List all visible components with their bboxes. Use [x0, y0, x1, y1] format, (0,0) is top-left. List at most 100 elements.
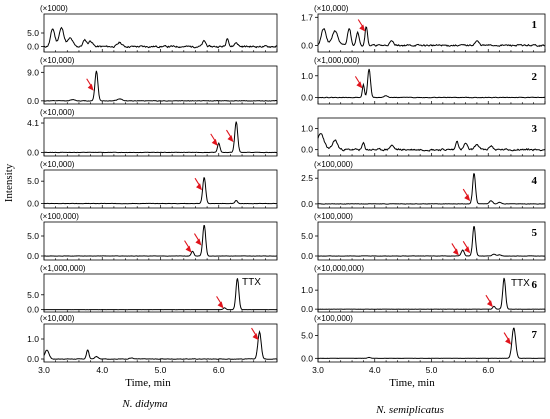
y-tick-label: 5.0: [27, 176, 39, 186]
panel-left-2: 0.0 9.0(×10,000): [27, 56, 278, 106]
intensity-multiplier: (×10,000): [314, 4, 349, 13]
chromatogram-trace: [317, 26, 546, 47]
x-tick-label: 5.0: [426, 365, 438, 375]
chromatogram-trace: [318, 226, 546, 257]
panel-right-3: 0.0 1.0 3: [301, 117, 546, 157]
panel-frame: [43, 65, 278, 105]
peak-arrow-head: [87, 83, 94, 91]
intensity-multiplier: (×1,000,000): [314, 56, 360, 65]
y-tick-label: 0.0: [27, 42, 39, 52]
peak-arrow-head: [227, 135, 234, 143]
x-tick-label: 4.0: [369, 365, 381, 375]
y-tick-label: 0.0: [27, 354, 39, 364]
species-label-right: N. semiplicatus: [375, 404, 444, 416]
y-tick-label: 1.0: [301, 285, 313, 295]
ttx-label: TTX: [511, 278, 530, 289]
y-tick-label: 0.0: [301, 199, 313, 209]
chromatogram-trace: [43, 70, 278, 102]
chromatogram-trace: [43, 26, 278, 49]
panel-frame: [43, 169, 278, 209]
intensity-multiplier: (×1000): [40, 4, 68, 13]
sample-number: 2: [532, 71, 538, 83]
intensity-multiplier: (×100,000): [40, 212, 79, 221]
chromatogram-trace: [318, 173, 546, 205]
peak-arrow-head: [252, 333, 259, 341]
x-tick-label: 5.0: [155, 365, 167, 375]
chromatogram-trace: [43, 121, 278, 154]
intensity-multiplier: (×1,000,000): [40, 264, 86, 273]
y-tick-label: 0.0: [301, 145, 313, 155]
intensity-multiplier: (×10,000): [40, 160, 75, 169]
y-tick-label: 1.0: [27, 334, 39, 344]
panel-left-1: 0.0 5.0 (×1000): [27, 4, 278, 53]
panel-frame: [317, 169, 546, 209]
peak-arrow-head: [195, 238, 202, 246]
y-tick-label: 0.0: [27, 251, 39, 261]
peak-arrow-head: [486, 300, 493, 308]
chromatogram-trace: [44, 225, 277, 257]
y-tick-label: 4.1: [27, 118, 39, 128]
y-tick-label: 1.0: [301, 71, 313, 81]
panel-right-2: 0.0 1.0(×1,000,000) 2: [301, 56, 546, 105]
panel-left-7: 0.0 1.0 3.0 4.0 5.0 6.0 (×10,000): [27, 314, 278, 375]
peak-arrow-head: [505, 337, 512, 345]
panel-frame: [43, 323, 278, 363]
panel-left-3: 0.0 4.1(×10,000): [27, 108, 278, 157]
species-label-left: N. didyma: [121, 398, 168, 410]
peak-arrow-head: [464, 246, 471, 254]
peak-arrow-head: [185, 245, 192, 253]
y-tick-label: 0.0: [27, 199, 39, 209]
x-axis-title-right: Time, min: [389, 377, 435, 389]
y-axis-title: Intensity: [3, 163, 15, 202]
y-tick-label: 5.0: [27, 28, 39, 38]
chromatogram-trace: [318, 277, 545, 310]
x-axis-title-left: Time, min: [125, 377, 171, 389]
peak-arrow-head: [211, 138, 218, 146]
chromatogram-trace: [43, 330, 278, 360]
y-tick-label: 2.5: [301, 173, 313, 183]
y-tick-label: 0.0: [301, 304, 313, 314]
y-tick-label: 0.0: [301, 251, 313, 261]
intensity-multiplier: (×100,000): [314, 212, 353, 221]
y-tick-label: 9.0: [27, 67, 39, 77]
x-tick-label: 3.0: [312, 365, 324, 375]
peak-arrow-head: [217, 301, 224, 309]
peak-arrow-head: [452, 248, 459, 256]
sample-number: 3: [532, 123, 538, 135]
y-tick-label: 5.0: [27, 290, 39, 300]
x-tick-label: 3.0: [38, 365, 50, 375]
peak-arrow-head: [464, 194, 471, 202]
chromatogram-trace: [318, 327, 546, 359]
y-tick-label: 5.0: [301, 231, 313, 241]
chromatogram-trace: [44, 278, 277, 311]
intensity-multiplier: (×10,000): [40, 108, 75, 117]
sample-number: 7: [532, 329, 538, 341]
y-tick-label: 5.0: [301, 330, 313, 340]
panel-left-4: 0.0 5.0(×10,000): [27, 160, 278, 209]
panel-right-1: 0.0 1.7(×10,000) 1: [301, 4, 546, 53]
y-tick-label: 0.0: [27, 305, 39, 315]
panels: 0.05.0(×1000)0.09.0(×10,000)0.04.1(×10,0…: [27, 4, 546, 375]
y-tick-label: 0.0: [301, 92, 313, 102]
y-tick-label: 0.0: [301, 40, 313, 50]
peak-arrow-head: [196, 183, 203, 191]
peak-arrow-head: [356, 81, 363, 89]
panel-left-6: 0.0 5.0 (×1,000,000) TTX: [27, 264, 278, 315]
sample-number: 5: [532, 227, 538, 239]
intensity-multiplier: (×10,000): [40, 314, 75, 323]
sample-number: 4: [532, 175, 538, 187]
y-tick-label: 0.0: [27, 147, 39, 157]
chromatogram-trace: [317, 133, 546, 152]
sample-number: 6: [532, 279, 538, 291]
intensity-multiplier: (×100,000): [314, 160, 353, 169]
x-tick-label: 6.0: [213, 365, 225, 375]
sample-number: 1: [532, 19, 538, 31]
y-tick-label: 1.7: [301, 12, 313, 22]
panel-frame: [317, 65, 546, 105]
intensity-multiplier: (×10,000): [40, 56, 75, 65]
panel-right-4: 0.0 2.5(×100,000) 4: [301, 160, 546, 209]
x-tick-label: 6.0: [482, 365, 494, 375]
panel-left-5: 0.0 5.0 (×100,000): [27, 212, 278, 261]
